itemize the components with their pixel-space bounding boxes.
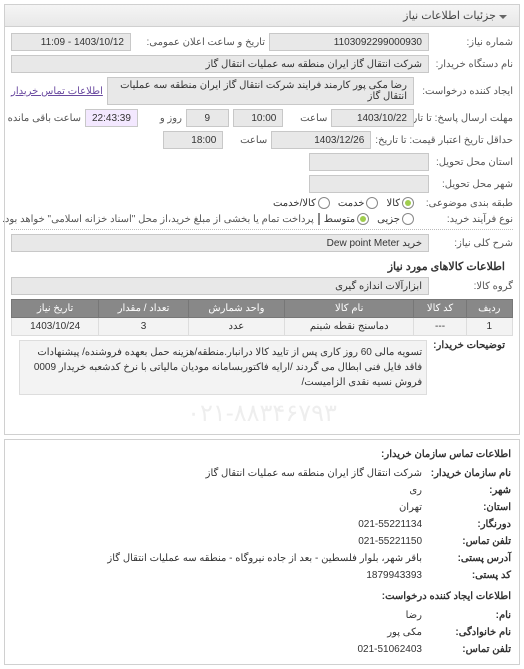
contact-address-label: آدرس پستی: [426, 550, 511, 567]
goods-section-title: اطلاعات کالاهای مورد نیاز [11, 256, 513, 277]
col-unit: واحد شمارش [188, 300, 284, 318]
radio-service-label: خدمت [338, 198, 365, 209]
announce-label: تاریخ و ساعت اعلان عمومی: [135, 37, 265, 48]
treasury-note: پرداخت تمام یا بخشی از مبلغ خرید،از محل … [2, 214, 314, 225]
col-date: تاریخ نیاز [12, 300, 99, 318]
treasury-checkbox[interactable] [318, 213, 320, 225]
day-label: روز و [142, 113, 182, 124]
delivery-state-value [309, 153, 429, 171]
contact-province: تهران [399, 499, 422, 516]
table-row: 1---دماسنج نقطه شبنمعدد31403/10/24 [12, 318, 513, 336]
remain-label: ساعت باقی مانده [11, 113, 81, 124]
contact-link[interactable]: اطلاعات تماس خریدار [11, 86, 103, 97]
col-name: نام کالا [284, 300, 414, 318]
table-header-row: ردیف کد کالا نام کالا واحد شمارش تعداد /… [12, 300, 513, 318]
announce-value: 1403/10/12 - 11:09 [11, 33, 131, 51]
contact-title: اطلاعات تماس سازمان خریدار: [13, 446, 511, 463]
contact-phone-label: تلفن تماس: [426, 533, 511, 550]
validity-label: حداقل تاریخ اعتبار قیمت: تا تاریخ: [375, 135, 513, 146]
remain-time: 22:43:39 [85, 109, 138, 127]
delivery-city-value [309, 175, 429, 193]
table-cell: دماسنج نقطه شبنم [284, 318, 414, 336]
radio-small-label: جزیی [377, 214, 400, 225]
table-cell: 1 [466, 318, 512, 336]
deadline-time: 10:00 [233, 109, 284, 127]
radio-icon [318, 197, 330, 209]
creator-lastname-label: نام خانوادگی: [426, 624, 511, 641]
description-row: توضیحات خریدار: تسویه مالی 60 روز کاری پ… [11, 336, 513, 399]
col-qty: تعداد / مقدار [99, 300, 189, 318]
validity-date: 1403/12/26 [271, 131, 371, 149]
chevron-down-icon [499, 15, 507, 19]
col-code: کد کالا [414, 300, 466, 318]
contact-fax-label: دورنگار: [426, 516, 511, 533]
validity-time: 18:00 [163, 131, 223, 149]
table-cell: --- [414, 318, 466, 336]
contact-province-label: استان: [426, 499, 511, 516]
deadline-label: مهلت ارسال پاسخ: تا تاریخ: [418, 113, 513, 124]
radio-icon [402, 213, 414, 225]
table-cell: عدد [188, 318, 284, 336]
radio-both[interactable]: کالا/خدمت [273, 197, 330, 209]
contact-address: باقر شهر، بلوار فلسطین - بعد از جاده نیر… [107, 550, 422, 567]
contact-panel: اطلاعات تماس سازمان خریدار: نام سازمان خ… [4, 439, 520, 665]
radio-small[interactable]: جزیی [377, 213, 414, 225]
subject-radio-group: کالا خدمت کالا/خدمت [273, 197, 414, 209]
table-cell: 3 [99, 318, 189, 336]
delivery-city-label: شهر محل تحویل: [433, 179, 513, 190]
requester-value: رضا مکی پور کارمند فرایند شرکت انتقال گا… [107, 77, 414, 105]
process-label: نوع فرآیند خرید: [418, 214, 513, 225]
col-rownum: ردیف [466, 300, 512, 318]
goods-table: ردیف کد کالا نام کالا واحد شمارش تعداد /… [11, 299, 513, 336]
description-text: تسویه مالی 60 روز کاری پس از تایید کالا … [19, 340, 427, 395]
time-label-2: ساعت [227, 135, 267, 146]
title-label: شرح کلی نیاز: [433, 238, 513, 249]
radio-medium-label: متوسط [324, 214, 355, 225]
org-value: شرکت انتقال گاز ایران منطقه سه عملیات ان… [11, 55, 429, 73]
time-label-1: ساعت [287, 113, 327, 124]
need-no-label: شماره نیاز: [433, 37, 513, 48]
deadline-date: 1403/10/22 [331, 109, 414, 127]
radio-icon [366, 197, 378, 209]
creator-phone-label: تلفن تماس: [426, 641, 511, 658]
days-left: 9 [186, 109, 229, 127]
radio-icon [402, 197, 414, 209]
radio-goods-label: کالا [386, 198, 400, 209]
delivery-state-label: استان محل تحویل: [433, 157, 513, 168]
process-radio-group: جزیی متوسط [324, 213, 414, 225]
divider [11, 229, 513, 230]
radio-goods[interactable]: کالا [386, 197, 414, 209]
org-label: نام دستگاه خریدار: [433, 59, 513, 70]
description-label: توضیحات خریدار: [433, 340, 505, 395]
creator-title: اطلاعات ایجاد کننده درخواست: [13, 588, 511, 605]
creator-name: رضا [406, 607, 422, 624]
title-value: خرید Dew point Meter [11, 234, 429, 252]
need-no-value: 1103092299000930 [269, 33, 429, 51]
contact-phone: 021-55221150 [358, 533, 422, 550]
group-value: ابزارآلات اندازه گیری [11, 277, 429, 295]
creator-lastname: مکی پور [387, 624, 422, 641]
contact-fax: 021-55221134 [358, 516, 422, 533]
radio-both-label: کالا/خدمت [273, 198, 316, 209]
contact-city: ری [409, 482, 422, 499]
creator-name-label: نام: [426, 607, 511, 624]
radio-medium[interactable]: متوسط [324, 213, 369, 225]
contact-org-label: نام سازمان خریدار: [426, 465, 511, 482]
watermark: ۰۲۱-۸۸۳۴۶۷۹۳ [11, 399, 513, 428]
form-area: شماره نیاز: 1103092299000930 تاریخ و ساع… [5, 27, 519, 434]
panel-title: جزئیات اطلاعات نیاز [403, 10, 496, 22]
group-label: گروه کالا: [433, 281, 513, 292]
contact-org: شرکت انتقال گاز ایران منطقه سه عملیات ان… [206, 465, 422, 482]
panel-header: جزئیات اطلاعات نیاز [5, 5, 519, 27]
radio-icon [357, 213, 369, 225]
table-cell: 1403/10/24 [12, 318, 99, 336]
requester-label: ایجاد کننده درخواست: [418, 86, 513, 97]
subject-cat-label: طبقه بندی موضوعی: [418, 198, 513, 209]
radio-service[interactable]: خدمت [338, 197, 379, 209]
contact-city-label: شهر: [426, 482, 511, 499]
details-panel: جزئیات اطلاعات نیاز شماره نیاز: 11030922… [4, 4, 520, 435]
creator-phone: 021-51062403 [357, 641, 422, 658]
